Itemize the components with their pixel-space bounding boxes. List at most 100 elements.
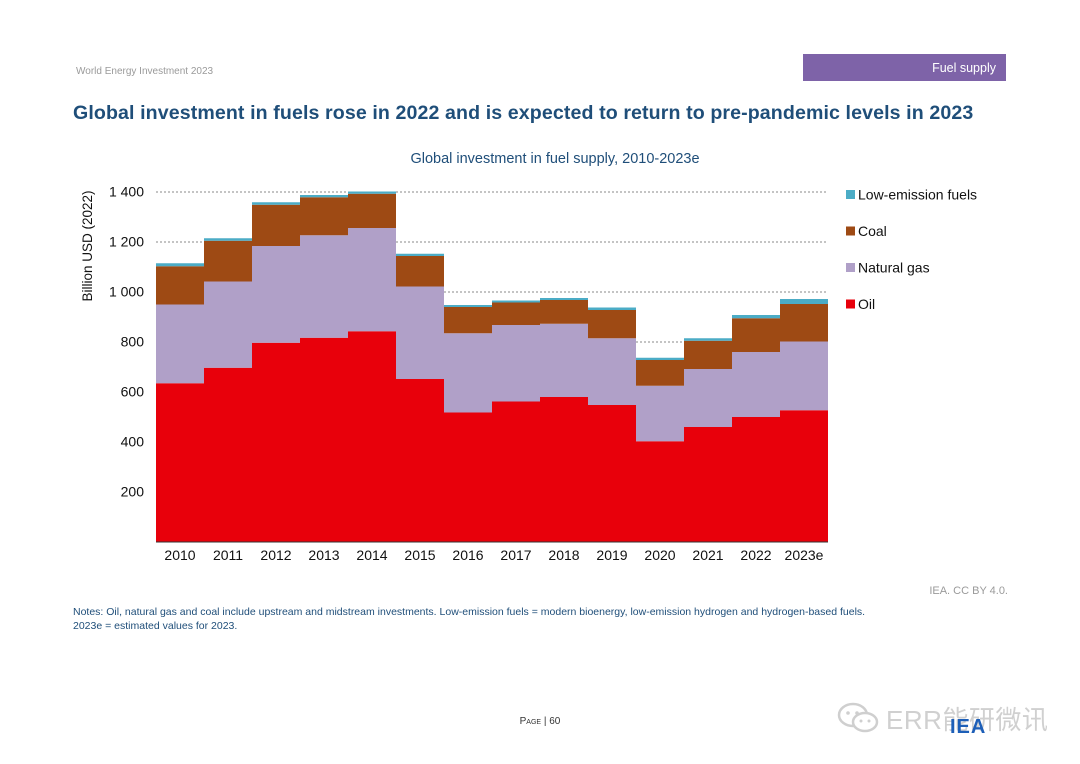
- bar-oil-2020: [636, 441, 684, 542]
- bar-coal-2017: [492, 302, 540, 325]
- x-tick-label: 2020: [644, 547, 675, 563]
- page-number: Page | 60: [0, 716, 1080, 727]
- bar-coal-2014: [348, 193, 396, 228]
- bar-coal-2022: [732, 318, 780, 352]
- y-tick-label: 800: [121, 334, 145, 350]
- x-tick-label: 2017: [500, 547, 531, 563]
- credit-text: IEA. CC BY 4.0.: [929, 585, 1008, 597]
- watermark-text: ERR能研微讯: [886, 704, 1049, 735]
- bar-low-emission-fuels-2016: [444, 305, 492, 307]
- x-tick-label: 2012: [260, 547, 291, 563]
- bar-low-emission-fuels-2017: [492, 300, 540, 303]
- bar-oil-2023e: [780, 410, 828, 542]
- legend-label: Oil: [858, 296, 875, 312]
- bar-natural-gas-2010: [156, 304, 204, 384]
- bar-low-emission-fuels-2019: [588, 307, 636, 310]
- bar-natural-gas-2015: [396, 286, 444, 379]
- x-tick-label: 2015: [404, 547, 435, 563]
- page-word: Page: [519, 716, 542, 727]
- bar-coal-2013: [300, 197, 348, 236]
- y-tick-label: 1 000: [109, 284, 144, 300]
- legend: Low-emission fuels Coal Natural gas Oil: [846, 187, 977, 312]
- x-tick-label: 2010: [164, 547, 195, 563]
- bar-natural-gas-2011: [204, 281, 252, 368]
- bar-oil-2021: [684, 427, 732, 542]
- bar-oil-2011: [204, 367, 252, 542]
- bar-coal-2021: [684, 340, 732, 369]
- y-tick-label: 400: [121, 434, 145, 450]
- legend-swatch: [846, 226, 855, 236]
- x-tick-label: 2022: [740, 547, 771, 563]
- notes-line-1: Notes: Oil, natural gas and coal include…: [73, 606, 866, 618]
- x-tick-label: 2016: [452, 547, 483, 563]
- bar-low-emission-fuels-2020: [636, 357, 684, 360]
- x-tick-label: 2023e: [785, 547, 824, 563]
- bar-coal-2016: [444, 307, 492, 334]
- bar-oil-2012: [252, 342, 300, 542]
- y-tick-label: 600: [121, 384, 145, 400]
- bar-coal-2019: [588, 310, 636, 339]
- bar-low-emission-fuels-2018: [540, 298, 588, 300]
- bar-oil-2014: [348, 331, 396, 542]
- legend-swatch: [846, 299, 855, 309]
- page-number-value: | 60: [543, 716, 561, 727]
- bar-coal-2015: [396, 256, 444, 287]
- bar-oil-2022: [732, 417, 780, 542]
- report-name: World Energy Investment 2023: [76, 66, 214, 77]
- bar-natural-gas-2014: [348, 228, 396, 332]
- bar-natural-gas-2022: [732, 352, 780, 417]
- chart-title: Global investment in fuel supply, 2010-2…: [410, 151, 700, 167]
- x-tick-label: 2021: [692, 547, 723, 563]
- bar-low-emission-fuels-2022: [732, 315, 780, 319]
- y-tick-label: 200: [121, 484, 145, 500]
- bar-oil-2015: [396, 379, 444, 542]
- bar-natural-gas-2018: [540, 323, 588, 397]
- x-tick-label: 2018: [548, 547, 579, 563]
- bar-coal-2012: [252, 204, 300, 246]
- bar-oil-2019: [588, 405, 636, 542]
- bar-low-emission-fuels-2012: [252, 202, 300, 205]
- section-tab: Fuel supply: [803, 54, 1006, 81]
- bar-low-emission-fuels-2023e: [780, 299, 828, 304]
- bar-coal-2010: [156, 266, 204, 305]
- bar-coal-2020: [636, 360, 684, 386]
- bar-low-emission-fuels-2015: [396, 253, 444, 256]
- bar-natural-gas-2020: [636, 385, 684, 442]
- x-tick-label: 2013: [308, 547, 339, 563]
- watermark: ERR能研微讯: [836, 698, 1048, 738]
- bar-coal-2018: [540, 300, 588, 324]
- legend-label: Coal: [858, 223, 887, 239]
- legend-swatch: [846, 263, 855, 272]
- legend-label: Low-emission fuels: [858, 187, 977, 203]
- bar-oil-2016: [444, 412, 492, 542]
- bar-low-emission-fuels-2011: [204, 238, 252, 241]
- notes-line-2: 2023e = estimated values for 2023.: [73, 620, 238, 632]
- bar-natural-gas-2023e: [780, 341, 828, 411]
- legend-label: Natural gas: [858, 260, 930, 276]
- bar-natural-gas-2021: [684, 369, 732, 427]
- bar-low-emission-fuels-2010: [156, 263, 204, 267]
- y-tick-label: 1 400: [109, 184, 144, 200]
- x-tick-label: 2014: [356, 547, 387, 563]
- legend-swatch: [846, 190, 855, 199]
- bar-oil-2013: [300, 337, 348, 542]
- bar-natural-gas-2012: [252, 246, 300, 343]
- bar-coal-2011: [204, 240, 252, 282]
- page-headline: Global investment in fuels rose in 2022 …: [73, 102, 974, 124]
- y-tick-label: 1 200: [109, 234, 144, 250]
- x-tick-label: 2019: [596, 547, 627, 563]
- bar-oil-2018: [540, 397, 588, 542]
- x-tick-label: 2011: [213, 547, 243, 563]
- y-axis-label: Billion USD (2022): [80, 190, 95, 301]
- bar-natural-gas-2017: [492, 325, 540, 402]
- iea-logo: IEA: [950, 716, 987, 738]
- bar-natural-gas-2016: [444, 333, 492, 413]
- chart-notes: Notes: Oil, natural gas and coal include…: [73, 605, 865, 633]
- bar-natural-gas-2013: [300, 235, 348, 338]
- wechat-icon: [837, 702, 879, 733]
- bar-low-emission-fuels-2013: [300, 195, 348, 198]
- bars: [156, 191, 828, 542]
- axes: 200 400 600 800 1 000 1 200 1 400 2010 2011 2012 2…: [109, 184, 828, 563]
- bar-coal-2023e: [780, 304, 828, 342]
- stacked-bar-chart: 200 400 600 800 1 000 1 200 1 400 2010 2011 2012 2…: [80, 184, 977, 564]
